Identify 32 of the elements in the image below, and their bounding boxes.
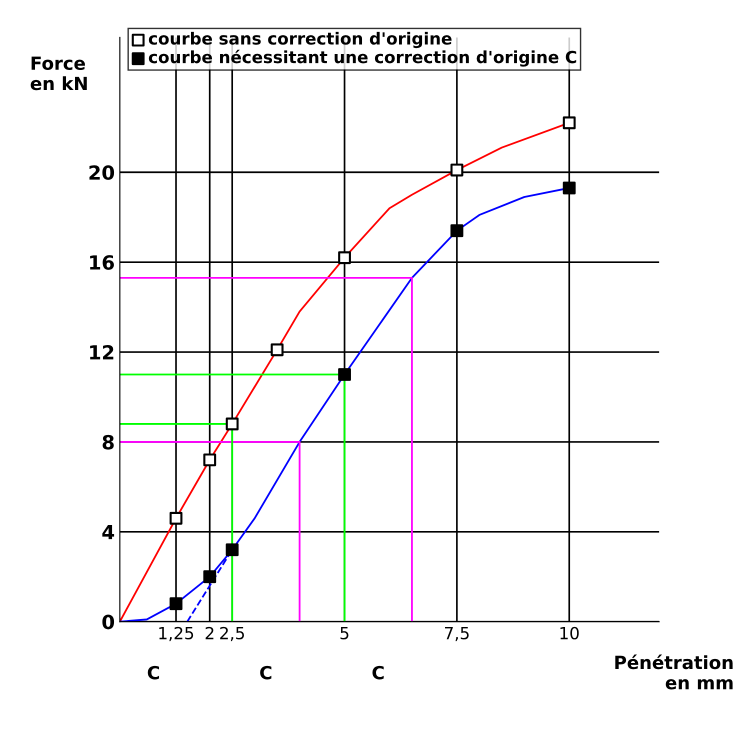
x-tick-label: 10 <box>560 626 579 640</box>
point <box>226 418 239 430</box>
point <box>170 597 182 610</box>
y-tick-label: 20 <box>89 165 114 180</box>
x-tick-label: 7,5 <box>445 627 469 642</box>
point <box>450 224 464 238</box>
point <box>270 343 284 356</box>
point <box>170 512 182 525</box>
point <box>203 453 216 466</box>
point <box>203 570 216 584</box>
y-tick-label: 16 <box>90 255 114 270</box>
y-axis-title: Force en kN <box>30 56 87 90</box>
legend-label: courbe nécessitant une correction d'origine C <box>148 50 576 67</box>
x-tick-label: 2 <box>206 626 214 640</box>
text: C <box>372 666 384 680</box>
point <box>450 164 464 176</box>
y-tick-label: 0 <box>102 614 114 630</box>
point <box>562 182 576 194</box>
text: C <box>148 666 160 680</box>
point <box>562 116 576 130</box>
point <box>226 543 239 556</box>
x-tick-label: 1,25 <box>159 626 194 642</box>
text: C <box>260 666 272 680</box>
x-tick-label: 2,5 <box>220 626 244 642</box>
legend-label: courbe sans correction d'origine <box>148 32 452 48</box>
y-tick-label: 8 <box>102 434 114 450</box>
x-tick-label: 5 <box>340 627 348 640</box>
y-tick-label: 12 <box>90 344 114 360</box>
x-axis-title: Pénétration en mm <box>615 654 733 690</box>
point <box>338 251 351 264</box>
point <box>338 368 351 381</box>
y-tick-label: 4 <box>102 525 114 540</box>
